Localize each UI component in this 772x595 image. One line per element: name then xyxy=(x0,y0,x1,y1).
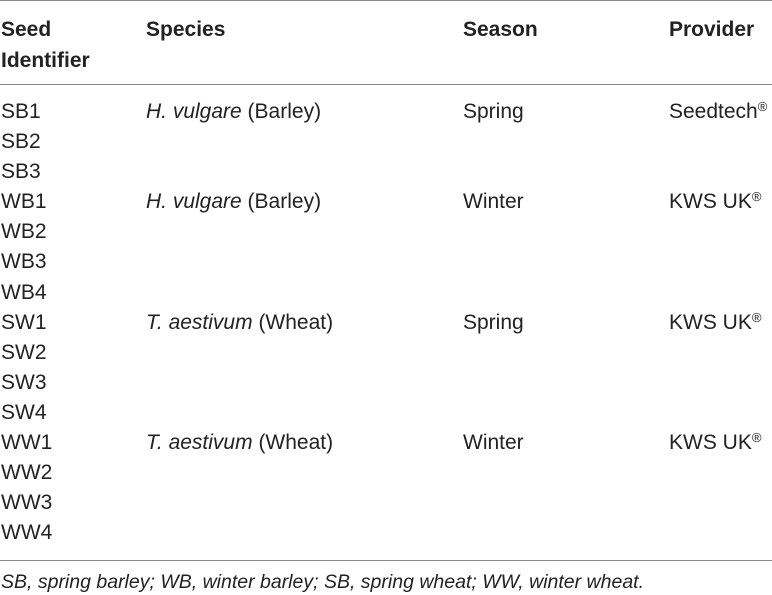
table-row: SB3 xyxy=(0,157,772,187)
species-common-name: (Barley) xyxy=(241,190,322,214)
table-row: WW4 xyxy=(0,518,772,548)
header-seed-identifier: Seed Identifier xyxy=(1,18,90,72)
cell-seed-identifier: SW3 xyxy=(1,370,47,394)
cell-season: Winter xyxy=(463,431,524,455)
provider-name: KWS UK xyxy=(669,431,752,455)
cell-provider: KWS UK® xyxy=(669,308,772,338)
provider-name: KWS UK xyxy=(669,310,752,334)
species-common-name: (Wheat) xyxy=(252,431,334,455)
cell-seed-identifier: WB4 xyxy=(1,280,47,304)
table-row: WB4 xyxy=(0,278,772,308)
cell-seed-identifier: SB1 xyxy=(1,100,41,123)
species-scientific-name: H. vulgare xyxy=(146,100,242,123)
cell-seed-identifier: SW4 xyxy=(1,400,47,424)
cell-seed-identifier: SW1 xyxy=(1,310,47,334)
table-row: WB2 xyxy=(0,217,772,247)
cell-seed-identifier: SB2 xyxy=(1,130,41,154)
table-row: WB3 xyxy=(0,247,772,277)
provider-name: KWS UK xyxy=(669,190,752,214)
table-row: WB1 H. vulgare (Barley) Winter KWS UK® xyxy=(0,187,772,217)
cell-provider: KWS UK® xyxy=(669,187,772,217)
cell-seed-identifier: WB1 xyxy=(1,190,47,214)
table-row: WW1 T. aestivum (Wheat) Winter KWS UK® xyxy=(0,428,772,458)
header-season: Season xyxy=(463,18,538,41)
cell-season: Spring xyxy=(463,100,524,123)
header-provider: Provider xyxy=(669,18,755,41)
cell-species: T. aestivum (Wheat) xyxy=(146,308,446,338)
table-row: SW2 xyxy=(0,338,772,368)
table-row: SB2 xyxy=(0,127,772,157)
cell-season: Spring xyxy=(463,310,524,334)
table-row: SW1 T. aestivum (Wheat) Spring KWS UK® xyxy=(0,308,772,338)
species-common-name: (Wheat) xyxy=(252,310,334,334)
cell-season: Winter xyxy=(463,190,524,214)
table-row: SB1 H. vulgare (Barley) Spring Seedtech® xyxy=(0,97,772,127)
species-scientific-name: H. vulgare xyxy=(146,190,242,214)
table-row: WW2 xyxy=(0,458,772,488)
table-bottom-rule xyxy=(0,560,772,561)
registered-mark: ® xyxy=(751,430,762,446)
table-row: SW3 xyxy=(0,368,772,398)
table-top-rule xyxy=(0,0,772,1)
header-rule xyxy=(0,84,772,85)
registered-mark: ® xyxy=(751,309,762,325)
cell-seed-identifier: SB3 xyxy=(1,160,41,184)
cell-species: H. vulgare (Barley) xyxy=(146,97,446,127)
cell-seed-identifier: WB2 xyxy=(1,220,47,244)
provider-name: Seedtech xyxy=(669,100,758,123)
cell-provider: Seedtech® xyxy=(669,97,772,127)
registered-mark: ® xyxy=(751,189,762,205)
cell-species: H. vulgare (Barley) xyxy=(146,187,446,217)
cell-seed-identifier: SW2 xyxy=(1,340,47,364)
table-row: SW4 xyxy=(0,398,772,428)
table-footnote: SB, spring barley; WB, winter barley; SB… xyxy=(1,571,645,593)
header-species: Species xyxy=(146,18,226,41)
cell-provider: KWS UK® xyxy=(669,428,772,458)
cell-seed-identifier: WW3 xyxy=(1,491,53,515)
table-row: WW3 xyxy=(0,488,772,518)
cell-species: T. aestivum (Wheat) xyxy=(146,428,446,458)
cell-seed-identifier: WB3 xyxy=(1,250,47,274)
cell-seed-identifier: WW4 xyxy=(1,521,53,545)
registered-mark: ® xyxy=(757,99,768,114)
cell-seed-identifier: WW2 xyxy=(1,461,53,485)
species-common-name: (Barley) xyxy=(241,100,322,123)
species-scientific-name: T. aestivum xyxy=(146,431,253,455)
cell-seed-identifier: WW1 xyxy=(1,431,53,455)
species-scientific-name: T. aestivum xyxy=(146,310,253,334)
table-body: SB1 H. vulgare (Barley) Spring Seedtech® SB2… xyxy=(0,97,772,548)
